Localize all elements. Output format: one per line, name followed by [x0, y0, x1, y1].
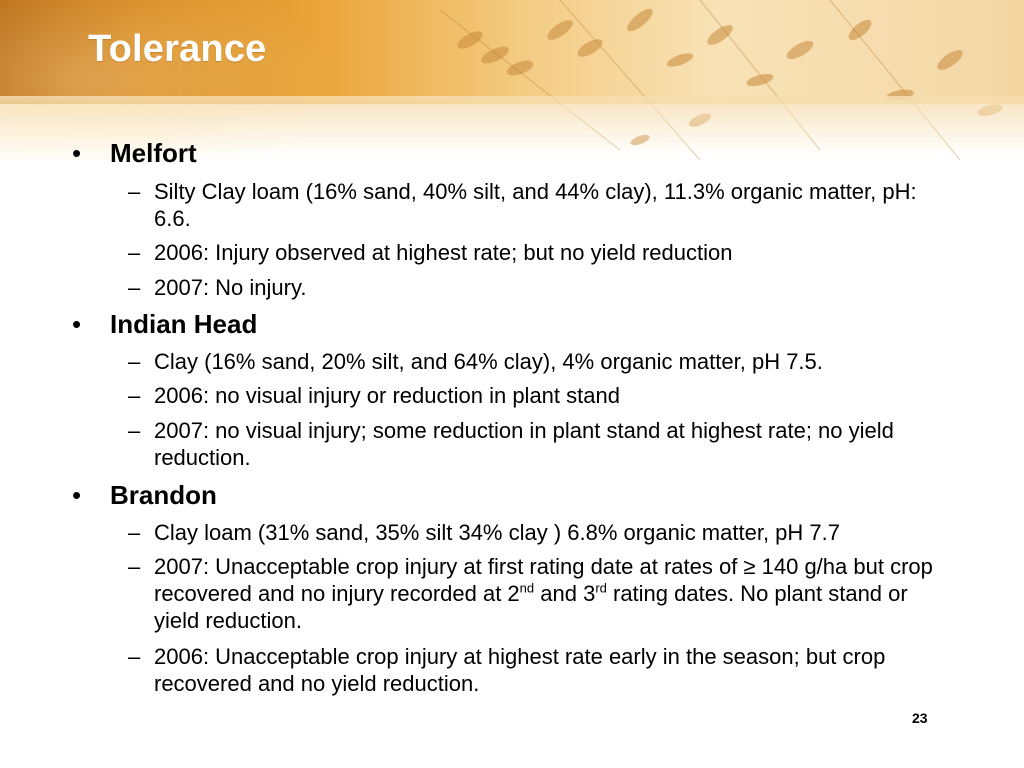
sub-item-text-part: 2007: Unacceptable crop injury at first … — [154, 554, 933, 606]
sub-item-text: 2007: No injury. — [154, 275, 307, 300]
ordinal-suffix: rd — [595, 580, 607, 596]
dash-icon: – — [128, 349, 141, 374]
dash-icon: – — [128, 520, 141, 545]
sub-item-text: 2006: Injury observed at highest rate; b… — [154, 240, 733, 265]
sub-item-text-part: rating dates. No plant stand or yield re… — [154, 581, 908, 633]
header-fade — [0, 96, 1024, 156]
sub-item-text: 2006: Unacceptable crop injury at highes… — [154, 644, 886, 696]
bullet-icon: • — [72, 480, 82, 510]
sub-item: – Silty Clay loam (16% sand, 40% silt, a… — [128, 178, 940, 232]
sub-item: – 2007: Unacceptable crop injury at firs… — [128, 553, 940, 634]
sub-item: – Clay loam (31% sand, 35% silt 34% clay… — [128, 519, 940, 546]
bullet-indian-head: • Indian Head — [72, 309, 257, 340]
sub-item-text: Silty Clay loam (16% sand, 40% silt, and… — [154, 179, 917, 231]
sub-item: – 2007: No injury. — [128, 274, 940, 301]
bullet-brandon: • Brandon — [72, 480, 217, 511]
sub-item-text: 2007: no visual injury; some reduction i… — [154, 418, 894, 470]
dash-icon: – — [128, 383, 141, 408]
dash-icon: – — [128, 275, 141, 300]
sub-item: – 2007: no visual injury; some reduction… — [128, 417, 940, 471]
sub-item-text: Clay (16% sand, 20% silt, and 64% clay),… — [154, 349, 823, 374]
section-heading: Brandon — [110, 480, 217, 510]
bullet-icon: • — [72, 309, 82, 339]
slide-title: Tolerance — [88, 28, 267, 70]
dash-icon: – — [128, 240, 141, 265]
page-number: 23 — [912, 710, 928, 726]
ordinal-suffix: nd — [519, 580, 535, 596]
header-band — [0, 0, 1024, 104]
dash-icon: – — [128, 644, 141, 669]
dash-icon: – — [128, 179, 141, 204]
dash-icon: – — [128, 418, 141, 443]
sub-item-text: Clay loam (31% sand, 35% silt 34% clay )… — [154, 520, 840, 545]
section-heading: Indian Head — [110, 309, 258, 339]
bullet-melfort: • Melfort — [72, 138, 197, 169]
bullet-icon: • — [72, 138, 82, 168]
dash-icon: – — [128, 554, 141, 579]
sub-item-text-part: and 3 — [534, 581, 596, 606]
sub-item: – 2006: Injury observed at highest rate;… — [128, 239, 940, 266]
sub-item-text: 2007: Unacceptable crop injury at first … — [154, 553, 940, 634]
sub-item: – Clay (16% sand, 20% silt, and 64% clay… — [128, 348, 940, 375]
sub-item: – 2006: no visual injury or reduction in… — [128, 382, 940, 409]
sub-item: – 2006: Unacceptable crop injury at high… — [128, 643, 940, 697]
sub-item-text: 2006: no visual injury or reduction in p… — [154, 383, 620, 408]
section-heading: Melfort — [110, 138, 197, 168]
